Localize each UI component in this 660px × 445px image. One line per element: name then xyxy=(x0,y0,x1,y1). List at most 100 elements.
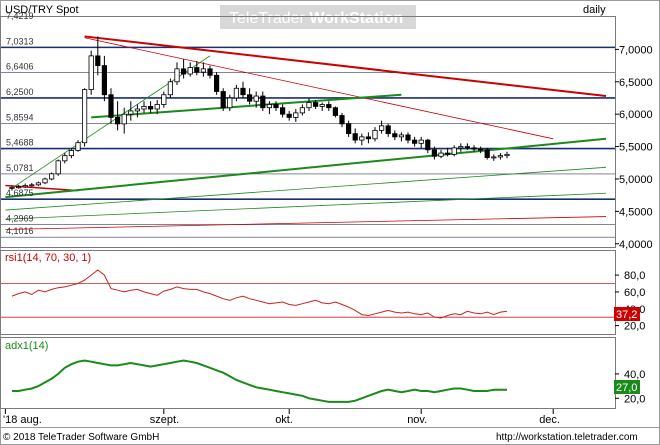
candle-8 xyxy=(62,153,68,164)
candle-body xyxy=(266,104,273,109)
candle-14 xyxy=(101,55,107,102)
candle-39 xyxy=(266,101,273,115)
candle-body xyxy=(227,97,233,109)
candle-body xyxy=(306,102,312,109)
candle-36 xyxy=(246,88,253,105)
level-label-8: 4,2969 xyxy=(6,214,34,224)
adx-tick-label-1: 20,0 xyxy=(624,393,645,405)
rsi-tick-label-3: 20,0 xyxy=(624,321,645,333)
candle-15 xyxy=(108,88,114,124)
level-label-2: 6,6406 xyxy=(6,62,34,72)
candle-2 xyxy=(22,183,28,189)
rsi-tick-label-1: 60,0 xyxy=(624,287,645,299)
candle-body xyxy=(167,81,173,96)
copyright: © 2018 TeleTrader Software GmbH xyxy=(3,432,159,443)
candle-body xyxy=(108,94,114,118)
candle-17 xyxy=(121,107,127,134)
candle-body xyxy=(49,173,55,180)
candle-55 xyxy=(372,127,378,142)
candle-body xyxy=(88,55,94,90)
date-label-4: dec. xyxy=(539,414,560,426)
candle-body xyxy=(68,150,74,157)
candle-body xyxy=(29,184,35,187)
candle-29 xyxy=(200,62,206,77)
adx-tick-label-0: 40,0 xyxy=(624,369,645,381)
watermark-text: TeleTrader WorkStation xyxy=(229,10,403,27)
price-panel xyxy=(0,16,616,248)
candle-body xyxy=(101,65,107,96)
candle-body xyxy=(128,110,134,115)
level-label-1: 7,0313 xyxy=(6,36,34,46)
candle-body xyxy=(147,106,154,110)
date-axis: '18 aug. szept. okt. nov. dec. xyxy=(3,409,560,426)
price-tick-label-4: 5,0000 xyxy=(619,174,653,186)
date-label-1: szept. xyxy=(150,414,179,426)
candle-1 xyxy=(15,184,22,189)
date-label-3: nov. xyxy=(407,414,427,426)
candle-body xyxy=(504,153,510,157)
candle-56 xyxy=(378,120,385,134)
candle-body xyxy=(279,107,286,115)
candle-23 xyxy=(161,91,167,108)
candle-body xyxy=(491,156,497,159)
interval-label: daily xyxy=(583,4,606,16)
rsi-tick-label-0: 80,0 xyxy=(624,270,645,282)
level-label-3: 6,2500 xyxy=(6,87,34,97)
rsi-current: 37,2 xyxy=(616,309,637,321)
price-tick-label-2: 6,0000 xyxy=(619,109,653,121)
trend-line-6 xyxy=(5,192,607,220)
candle-body xyxy=(161,94,167,105)
candle-body xyxy=(9,186,15,189)
candle-52 xyxy=(352,128,358,144)
candle-body xyxy=(174,68,180,83)
candle-body xyxy=(141,106,147,110)
candle-body xyxy=(253,95,259,102)
candle-body xyxy=(425,139,431,151)
candle-65 xyxy=(438,149,444,159)
adx-badge-box xyxy=(614,380,640,394)
candle-body xyxy=(55,160,61,175)
candle-body xyxy=(95,55,101,66)
candle-68 xyxy=(458,143,464,152)
candle-body xyxy=(431,149,438,157)
candle-58 xyxy=(392,130,398,141)
date-label-0: '18 aug. xyxy=(3,414,42,426)
candle-body xyxy=(398,134,405,138)
adx-panel xyxy=(0,337,616,409)
candle-32 xyxy=(220,88,226,111)
candle-body xyxy=(471,147,477,150)
rsi-panel xyxy=(0,250,616,335)
candle-73 xyxy=(491,154,497,161)
candle-37 xyxy=(253,91,259,108)
candle-body xyxy=(200,68,206,73)
candle-body xyxy=(392,133,398,138)
candle-body xyxy=(339,115,345,125)
candle-body xyxy=(411,139,418,144)
level-label-7: 4,6875 xyxy=(6,188,34,198)
candle-49 xyxy=(332,106,339,118)
adx-current: 27,0 xyxy=(616,382,637,394)
candle-46 xyxy=(312,99,319,109)
trend-line-7 xyxy=(5,216,607,230)
date-label-2: okt. xyxy=(275,414,293,426)
candle-body xyxy=(82,89,88,144)
candle-54 xyxy=(365,132,372,144)
source-url[interactable]: http://workstation.teletrader.com xyxy=(496,432,638,443)
candle-71 xyxy=(477,146,484,154)
price-axis: 7,0000 6,5000 6,0000 5,5000 5,0000 4,5000 4,00… xyxy=(615,44,653,251)
watermark-part-b: WorkStation xyxy=(309,10,403,27)
candle-18 xyxy=(128,101,134,121)
candle-body xyxy=(260,95,266,109)
candle-31 xyxy=(213,72,220,95)
candle-body xyxy=(378,125,385,131)
price-tick-label-5: 4,5000 xyxy=(619,206,653,218)
candle-body xyxy=(35,182,42,186)
candle-69 xyxy=(464,143,471,150)
candle-27 xyxy=(187,62,193,77)
candle-body xyxy=(326,104,332,109)
candle-51 xyxy=(345,120,352,137)
candle-48 xyxy=(326,101,332,111)
candle-40 xyxy=(273,101,279,111)
candle-60 xyxy=(405,132,411,144)
candle-body xyxy=(497,155,504,158)
